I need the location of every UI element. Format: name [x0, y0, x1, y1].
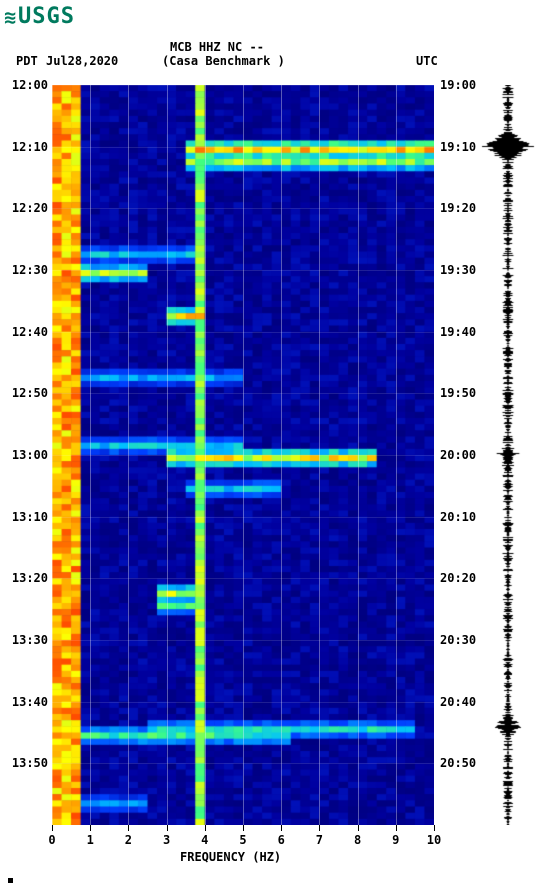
y-left-label: 12:10 — [8, 140, 48, 154]
grid-h — [52, 393, 434, 394]
y-right-label: 20:10 — [440, 510, 476, 524]
pdt-label: PDT — [16, 54, 38, 68]
grid-h — [52, 208, 434, 209]
x-tick — [319, 825, 320, 831]
corner-marker-icon — [8, 878, 13, 883]
x-axis-title: FREQUENCY (HZ) — [180, 850, 281, 864]
x-tick — [434, 825, 435, 831]
y-left-label: 12:20 — [8, 201, 48, 215]
x-tick-label: 10 — [427, 833, 441, 847]
y-left-label: 12:40 — [8, 325, 48, 339]
grid-h — [52, 702, 434, 703]
station-code: MCB HHZ NC -- — [170, 40, 264, 54]
y-left-label: 13:30 — [8, 633, 48, 647]
y-left-label: 12:50 — [8, 386, 48, 400]
grid-h — [52, 763, 434, 764]
x-tick-label: 6 — [278, 833, 285, 847]
y-right-label: 20:20 — [440, 571, 476, 585]
grid-h — [52, 517, 434, 518]
y-left-label: 12:00 — [8, 78, 48, 92]
station-name: (Casa Benchmark ) — [162, 54, 285, 68]
x-tick — [90, 825, 91, 831]
date-label: Jul28,2020 — [46, 54, 118, 68]
x-tick-label: 1 — [87, 833, 94, 847]
y-right-label: 19:20 — [440, 201, 476, 215]
x-tick — [167, 825, 168, 831]
y-right-label: 19:10 — [440, 140, 476, 154]
x-tick-label: 4 — [201, 833, 208, 847]
x-tick-label: 0 — [48, 833, 55, 847]
y-right-label: 19:40 — [440, 325, 476, 339]
x-tick-label: 5 — [239, 833, 246, 847]
logo-text: USGS — [18, 4, 75, 29]
x-tick — [358, 825, 359, 831]
x-tick-label: 7 — [316, 833, 323, 847]
x-tick — [243, 825, 244, 831]
grid-v — [434, 85, 435, 825]
logo-wave-icon: ≋ — [4, 5, 16, 29]
y-right-label: 20:30 — [440, 633, 476, 647]
x-tick-label: 2 — [125, 833, 132, 847]
y-left-label: 13:00 — [8, 448, 48, 462]
y-left-label: 13:20 — [8, 571, 48, 585]
grid-h — [52, 147, 434, 148]
usgs-logo: ≋ USGS — [4, 4, 75, 29]
spectrogram-plot — [52, 85, 434, 825]
grid-h — [52, 578, 434, 579]
y-left-label: 13:50 — [8, 756, 48, 770]
x-tick — [396, 825, 397, 831]
y-right-label: 20:50 — [440, 756, 476, 770]
x-tick — [52, 825, 53, 831]
seismogram-trace — [478, 85, 538, 825]
grid-h — [52, 270, 434, 271]
y-right-label: 20:40 — [440, 695, 476, 709]
y-left-label: 13:40 — [8, 695, 48, 709]
y-right-label: 19:50 — [440, 386, 476, 400]
x-tick-label: 3 — [163, 833, 170, 847]
x-tick-label: 9 — [392, 833, 399, 847]
grid-h — [52, 455, 434, 456]
y-left-label: 12:30 — [8, 263, 48, 277]
x-tick-label: 8 — [354, 833, 361, 847]
grid-h — [52, 332, 434, 333]
y-right-label: 19:00 — [440, 78, 476, 92]
utc-label: UTC — [416, 54, 438, 68]
grid-h — [52, 85, 434, 86]
x-tick — [205, 825, 206, 831]
y-right-label: 20:00 — [440, 448, 476, 462]
grid-h — [52, 640, 434, 641]
seismogram-canvas — [478, 85, 538, 825]
x-tick — [128, 825, 129, 831]
y-left-label: 13:10 — [8, 510, 48, 524]
x-tick — [281, 825, 282, 831]
y-right-label: 19:30 — [440, 263, 476, 277]
